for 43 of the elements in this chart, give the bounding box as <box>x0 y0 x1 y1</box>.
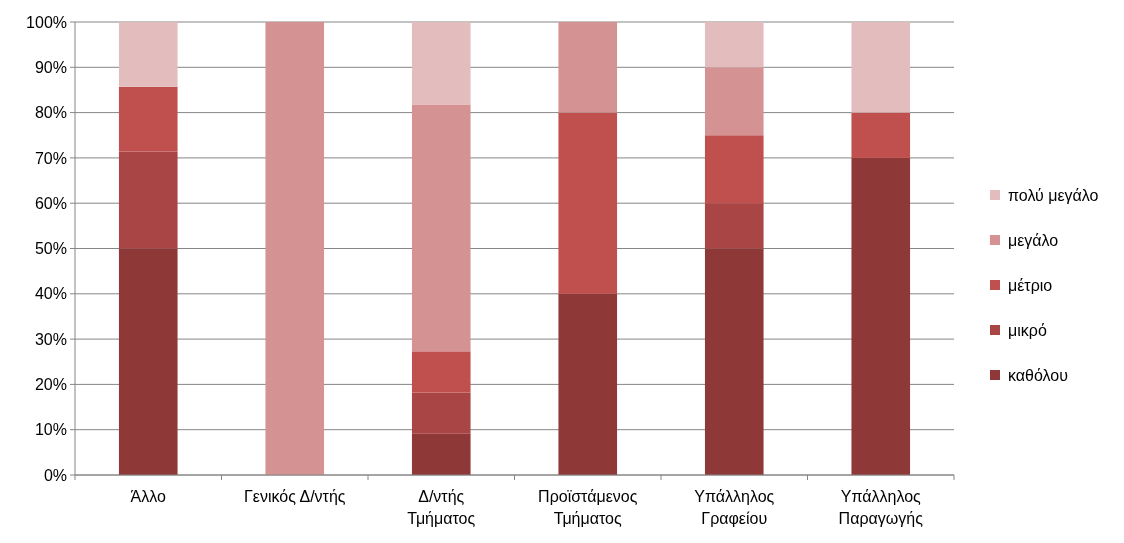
bar <box>704 67 764 136</box>
bar <box>851 157 911 475</box>
x-tick-label: Υπάλληλος Γραφείου <box>694 488 775 527</box>
y-tick-label: 10% <box>34 421 67 439</box>
x-tick-label: Γενικός Δ/ντής <box>243 488 346 505</box>
bar <box>411 104 471 352</box>
x-tick-label: Δ/ντής Τμήματος <box>407 488 476 527</box>
y-tick-label: 20% <box>34 376 67 393</box>
bar <box>704 22 764 68</box>
legend-label: καθόλου <box>1008 366 1068 384</box>
bar <box>411 392 471 434</box>
y-tick-label: 100% <box>26 13 67 31</box>
y-tick-label: 0% <box>43 466 67 484</box>
bar <box>411 351 471 393</box>
bar <box>411 433 471 475</box>
x-tick-label: Υπάλληλος Παραγωγής <box>838 488 924 527</box>
legend-label: μέτριο <box>1008 276 1053 294</box>
bar <box>851 22 911 113</box>
bar <box>558 22 618 113</box>
y-tick-label: 30% <box>34 330 67 348</box>
bar <box>118 22 178 87</box>
y-tick-label: 80% <box>34 104 67 122</box>
bar <box>558 293 618 475</box>
bar <box>704 135 764 204</box>
legend-label: μεγάλο <box>1008 231 1059 249</box>
bar <box>704 248 764 475</box>
bar <box>851 112 911 158</box>
y-tick-label: 70% <box>34 149 67 167</box>
bar <box>558 112 618 294</box>
bar <box>704 203 764 249</box>
legend-label: πολύ μεγάλο <box>1008 186 1099 204</box>
x-tick-label: Άλλο <box>130 488 167 505</box>
bar <box>265 22 325 475</box>
bar <box>411 22 471 105</box>
legend-label: μικρό <box>1008 321 1047 339</box>
y-tick-label: 50% <box>34 240 67 258</box>
y-tick-label: 60% <box>34 194 67 212</box>
y-tick-label: 40% <box>34 285 67 303</box>
bar <box>118 86 178 152</box>
bar <box>118 248 178 475</box>
bar <box>118 151 178 249</box>
x-tick-label: Προϊστάμενος Τμήματος <box>538 488 638 527</box>
y-tick-label: 90% <box>34 58 67 76</box>
